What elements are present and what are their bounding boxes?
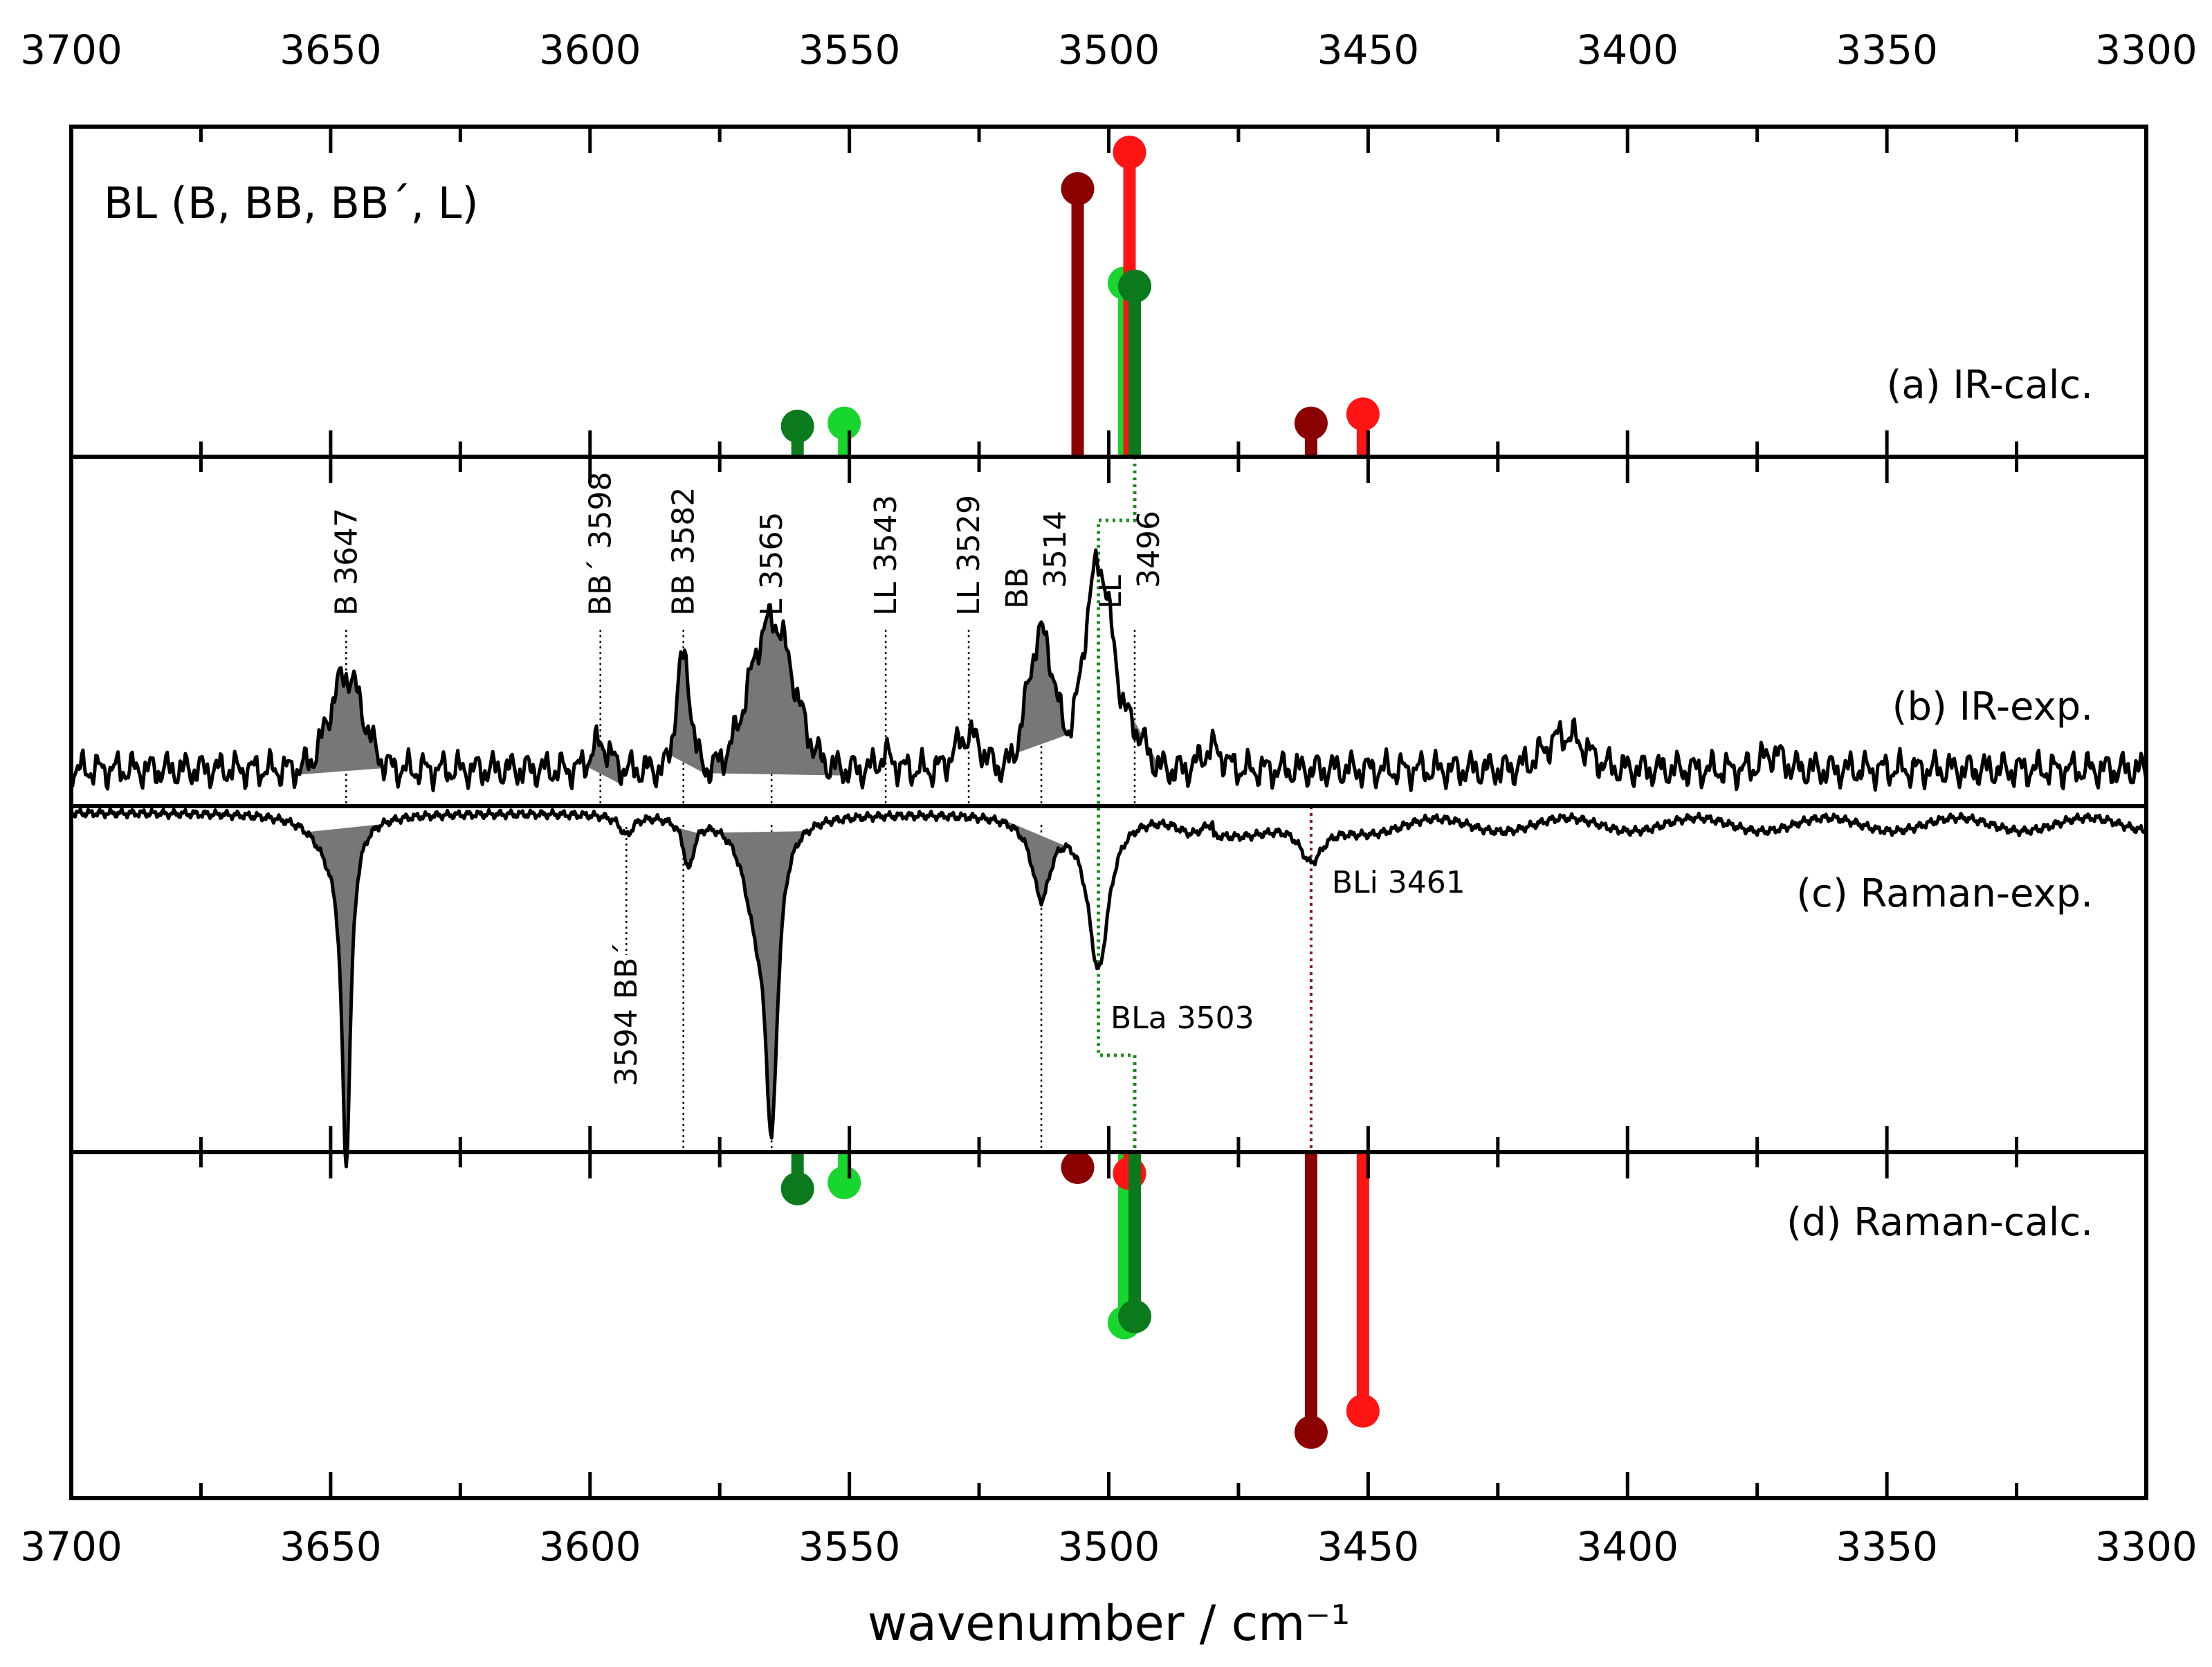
top-tick-label: 3700	[20, 26, 122, 73]
raman-calc-stick-marker	[780, 1172, 814, 1205]
bottom-tick-label: 3650	[280, 1523, 382, 1570]
ir-peak-label: B 3647	[329, 508, 364, 616]
top-tick-label: 3300	[2095, 26, 2197, 73]
ir-exp-shaded-area	[299, 668, 383, 775]
ir-peak-label: LL 3529	[951, 495, 987, 616]
bottom-tick-label: 3600	[539, 1523, 641, 1570]
ir-calc-stick-marker	[1061, 172, 1095, 206]
calculated-sticks-layer	[780, 136, 1380, 1449]
top-tick-label: 3650	[280, 26, 382, 73]
panel-label-c: (c) Raman-exp.	[1796, 871, 2093, 916]
chart-title: BL (B, BB, BB´, L)	[104, 178, 479, 228]
ir-peak-label: 3514	[1038, 511, 1073, 588]
x-axis-label: wavenumber / cm⁻¹	[868, 1595, 1351, 1652]
ir-peak-label: 3496	[1131, 511, 1167, 588]
raman-exp-shaded-area	[720, 830, 808, 1138]
ir-exp-trace	[70, 548, 2148, 792]
raman-calc-stick-marker	[1061, 1151, 1095, 1184]
ir-peak-label: LL 3543	[868, 495, 904, 616]
bli-annotation: BLi 3461	[1332, 865, 1465, 900]
bottom-tick-label: 3400	[1576, 1523, 1679, 1570]
ir-calc-stick-marker	[1117, 269, 1151, 303]
bla-annotation: BLa 3503	[1110, 1001, 1254, 1036]
raman-exp-shaded-area	[304, 823, 383, 1167]
top-tick-label: 3500	[1058, 26, 1160, 73]
bla-guide-line	[1097, 457, 1137, 1152]
ir-calc-stick-marker	[780, 410, 814, 443]
raman-peak-label: 3594 BB´	[609, 942, 644, 1086]
ir-peak-label: L 3565	[754, 512, 789, 616]
top-tick-label: 3550	[798, 26, 901, 73]
ir-peak-label: BB	[1000, 567, 1035, 609]
axes-layer	[69, 125, 2148, 1500]
plot-frame	[69, 125, 2148, 1500]
ir-exp-shaded-area	[579, 726, 621, 785]
ir-calc-stick-marker	[1346, 397, 1380, 431]
bottom-tick-label: 3500	[1058, 1523, 1160, 1570]
top-tick-label: 3450	[1317, 26, 1420, 73]
raman-calc-stick-marker	[828, 1166, 861, 1199]
ir-calc-stick-marker	[1294, 406, 1328, 440]
bottom-tick-label: 3550	[798, 1523, 901, 1570]
bottom-tick-label: 3350	[1836, 1523, 1938, 1570]
raman-calc-stick-marker	[1117, 1300, 1151, 1333]
raman-calc-stick-marker	[1294, 1415, 1328, 1449]
raman-calc-stick-marker	[1346, 1394, 1380, 1428]
raman-exp-shaded-area	[1005, 820, 1068, 905]
spectrum-traces-layer	[70, 548, 2148, 1169]
panel-label-b: (b) IR-exp.	[1892, 684, 2093, 729]
bottom-tick-label: 3700	[20, 1523, 122, 1570]
raman-exp-trace	[70, 807, 2148, 1169]
ir-calc-stick-marker	[828, 406, 861, 440]
ir-peak-label: BB´ 3598	[583, 472, 619, 616]
bottom-tick-label: 3450	[1317, 1523, 1420, 1570]
top-tick-label: 3400	[1576, 26, 1679, 73]
top-tick-label: 3350	[1836, 26, 1938, 73]
ir-exp-shaded-area	[704, 605, 850, 783]
panel-label-d: (d) Raman-calc.	[1786, 1200, 2093, 1245]
ir-peak-label: BB 3582	[666, 487, 702, 616]
ir-peak-label: LL	[1093, 574, 1128, 609]
panel-label-a: (a) IR-calc.	[1887, 363, 2093, 408]
ir-calc-stick-marker	[1113, 136, 1146, 169]
text-layer: B 3647 BB´ 3598 BB 3582 L 3565 LL 3543 LL 352…	[20, 26, 2197, 1652]
top-tick-label: 3600	[539, 26, 641, 73]
bottom-tick-label: 3300	[2095, 1523, 2197, 1570]
